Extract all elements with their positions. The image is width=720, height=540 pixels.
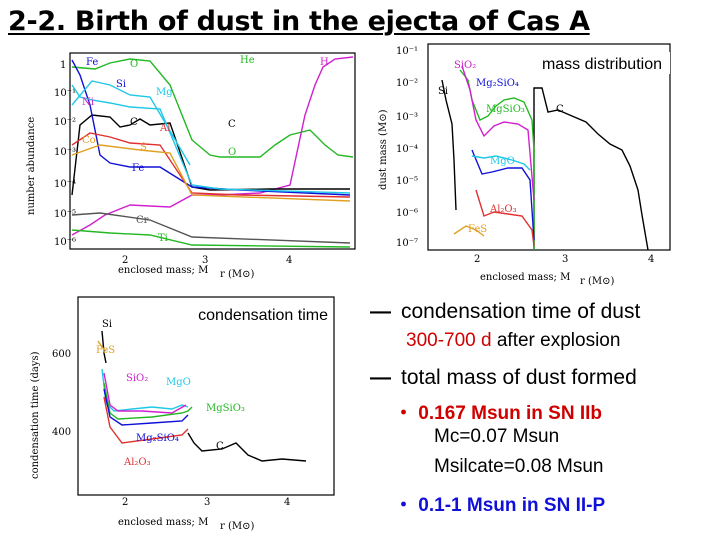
- bullet-dash-1: —: [370, 300, 391, 323]
- fig2-label-fes: FeS: [468, 224, 487, 235]
- fig3-label-c: C: [216, 441, 224, 452]
- fig3-label-mg2sio4: Mg₂SiO₄: [136, 433, 179, 444]
- fig2-label-al2o3: Al₂O₃: [489, 204, 517, 215]
- fig2-label-si: Si: [438, 86, 448, 97]
- fig3-xlabel: enclosed mass; M: [118, 517, 208, 528]
- fig2-xunit: r (M⊙): [580, 276, 614, 287]
- fig1-label-cr: Cr: [136, 215, 149, 226]
- fig3-xunit: r (M⊙): [220, 521, 254, 532]
- bullet-3-line: ・ 0.1-1 Msun in SN II-P: [394, 490, 605, 517]
- fig1-xlabel: enclosed mass; M: [118, 265, 208, 276]
- fig3-label-fes: FeS: [96, 345, 115, 356]
- fig3-xtick-1: 3: [204, 497, 210, 508]
- fig2-label-sio2: SiO₂: [454, 60, 476, 71]
- slide-title: 2-2. Birth of dust in the ejecta of Cas …: [8, 6, 590, 37]
- fig1-label-ti: Ti: [158, 233, 168, 244]
- fig3-label-al2o3: Al₂O₃: [123, 457, 151, 468]
- fig2-label-mg2sio4: Mg₂SiO₄: [476, 78, 519, 89]
- condensation-time-plot: condensation time (days) enclosed mass; …: [30, 296, 335, 532]
- fig2-ytick-1: 10⁻²: [396, 78, 418, 89]
- fig2-xtick-0: 2: [474, 254, 480, 265]
- bullet-1-text: condensation time of dust: [401, 300, 641, 323]
- fig1-ytick-6: 10⁻⁶: [54, 237, 76, 248]
- bullet-dot-2: ・: [394, 495, 414, 516]
- abundance-plot: number abundance enclosed mass; M r (M⊙)…: [26, 52, 356, 280]
- fig1-label-ni: Ni: [82, 97, 94, 108]
- fig2-xlabel: enclosed mass; M: [480, 272, 570, 283]
- fig1-xunit: r (M⊙): [220, 269, 254, 280]
- dust-mass-plot: dust mass (M⊙) enclosed mass; M r (M⊙) 1…: [378, 43, 671, 287]
- fig1-label-h: H: [320, 57, 329, 68]
- fig3-caption: condensation time: [198, 307, 328, 324]
- fig2-ylabel: dust mass (M⊙): [378, 109, 389, 190]
- fig3-ylabel: condensation time (days): [30, 351, 41, 479]
- bullet-1-sub-text: after explosion: [496, 330, 621, 351]
- fig1-label-o2: O: [228, 147, 236, 158]
- fig1-label-fe: Fe: [86, 57, 98, 68]
- fig1-label-al: Al: [159, 123, 170, 134]
- fig2-caption-bg: [502, 52, 670, 74]
- fig1-label-co: Co: [82, 135, 96, 146]
- fig2-label-mgsio3: MgSiO₃: [486, 104, 525, 115]
- bullet-dash-2: —: [370, 366, 391, 389]
- fig2-ytick-6: 10⁻⁷: [396, 238, 418, 249]
- fig3-xtick-0: 2: [122, 497, 128, 508]
- fig1-label-o: O: [130, 59, 138, 70]
- fig1-label-he: He: [240, 55, 255, 66]
- fig1-xtick-1: 3: [202, 255, 208, 266]
- fig2-ytick-4: 10⁻⁵: [396, 176, 418, 187]
- fig3-label-sio2: SiO₂: [126, 373, 148, 384]
- fig1-label-fe2: Fe: [132, 163, 144, 174]
- fig2-ytick-5: 10⁻⁶: [396, 208, 418, 219]
- fig1-label-c1: C: [130, 117, 138, 128]
- fig3-xtick-2: 4: [284, 497, 290, 508]
- fig1-ylabel: number abundance: [26, 117, 37, 215]
- fig1-label-si: Si: [116, 79, 126, 90]
- fig3-label-mgsio3: MgSiO₃: [206, 403, 245, 414]
- bullet-condensation-time: — condensation time of dust: [370, 300, 640, 324]
- fig1-ytick-5: 10⁻⁵: [54, 209, 76, 220]
- bullet-2-line-2: Mc=0.07 Msun: [434, 426, 560, 447]
- bullet-total-mass: — total mass of dust formed: [370, 366, 637, 390]
- fig2-ytick-3: 10⁻⁴: [396, 144, 418, 155]
- bullet-2-line-3: Msilcate=0.08 Msun: [434, 456, 604, 477]
- fig2-xtick-1: 3: [562, 254, 568, 265]
- bullet-2-text: total mass of dust formed: [401, 366, 637, 389]
- fig3-label-si: Si: [102, 319, 112, 330]
- fig3-caption-bg: [152, 301, 330, 325]
- fig1-ytick-4: 10⁻⁴: [54, 179, 76, 190]
- fig2-caption: mass distribution: [542, 56, 662, 73]
- bullet-3-text: 0.1-1 Msun in SN II-P: [418, 495, 606, 516]
- fig1-label-mg: Mg: [156, 87, 173, 98]
- fig3-ytick-1: 400: [52, 427, 71, 438]
- fig1-xtick-2: 4: [286, 255, 292, 266]
- fig1-ytick-3: 10⁻³: [54, 147, 76, 158]
- fig1-label-s: S: [140, 142, 147, 153]
- fig1-ytick-0: 1: [60, 60, 66, 71]
- fig2-xtick-2: 4: [648, 254, 654, 265]
- bullet-dot-1: ・: [394, 403, 414, 424]
- fig1-label-c2: C: [228, 119, 236, 130]
- fig2-label-mgo: MgO: [490, 156, 515, 167]
- bullet-1-sub-red: 300-700 d: [406, 330, 492, 351]
- bullet-2-line-1: ・ 0.167 Msun in SN IIb: [394, 398, 602, 425]
- fig1-ytick-2: 10⁻²: [54, 117, 76, 128]
- bullet-2-line-1-text: 0.167 Msun in SN IIb: [418, 403, 603, 424]
- fig2-ytick-0: 10⁻¹: [396, 46, 418, 57]
- fig2-ytick-2: 10⁻³: [396, 112, 418, 123]
- fig1-xtick-0: 2: [122, 255, 128, 266]
- bullet-1-sub: 300-700 d after explosion: [406, 330, 620, 352]
- fig2-label-c: C: [556, 104, 564, 115]
- fig3-ytick-0: 600: [52, 349, 71, 360]
- fig1-ytick-1: 10⁻¹: [54, 88, 76, 99]
- fig3-label-mgo: MgO: [166, 377, 191, 388]
